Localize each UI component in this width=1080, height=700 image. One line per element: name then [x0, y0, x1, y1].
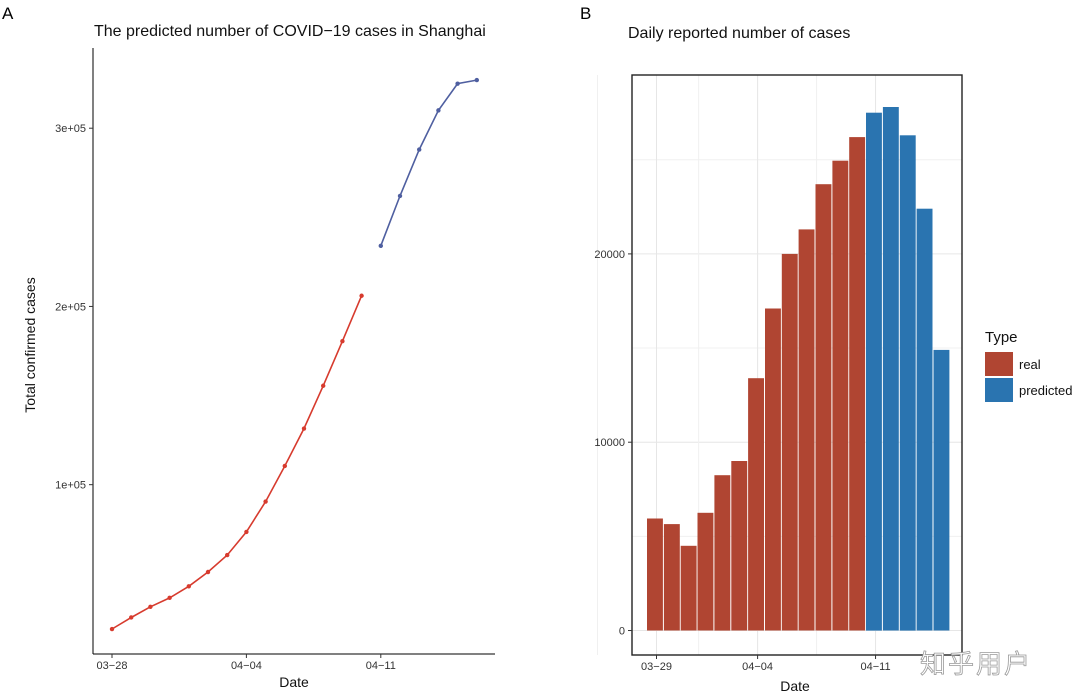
panel-a-point-predicted [474, 77, 479, 83]
panel-a-point-predicted [436, 108, 441, 113]
panel-a-point-predicted [455, 81, 460, 86]
panel-a-series-points [109, 77, 479, 632]
panel-b-y-tick-label: 0 [619, 626, 625, 638]
panel-a-point-real [129, 615, 134, 620]
panel-b-plot-border [631, 74, 963, 656]
panel-a-y-ticks: 1e+05 2e+05 3e+05 [55, 123, 93, 492]
panel-a-line-real [111, 295, 363, 630]
panel-b-bar-real [748, 378, 764, 631]
panel-b-y-tick-label: 10000 [594, 437, 625, 449]
panel-b-bar-real [765, 308, 781, 631]
panel-a-point-real [148, 604, 153, 609]
legend-label-real: real [1019, 357, 1041, 372]
panel-a-y-tick-label: 2e+05 [55, 301, 86, 313]
panel-b-bar-predicted [882, 107, 899, 631]
panel-a-point-predicted [397, 193, 403, 199]
panel-b-x-ticks: 03−29 04−04 04−11 [641, 655, 891, 673]
legend-title: Type [985, 329, 1018, 346]
panel-a-y-tick-label: 3e+05 [55, 123, 86, 135]
panel-b-legend: Type real predicted [985, 329, 1072, 402]
watermark-text: 知乎用户 [920, 649, 1032, 679]
panel-b-bars [647, 107, 950, 631]
panel-a-x-tick-label: 03−28 [97, 660, 128, 672]
panel-a-point-real [340, 338, 345, 344]
panel-a-x-ticks: 03−28 04−04 04−11 [97, 654, 396, 672]
panel-b-bar-real [832, 160, 849, 631]
panel-a-point-real [109, 626, 115, 632]
panel-a-point-real [263, 499, 268, 504]
panel-a-x-tick-label: 04−04 [231, 660, 262, 672]
panel-b-x-tick-label: 04−04 [742, 661, 773, 673]
panel-b-bar-real [680, 545, 697, 631]
panel-b-bar-real [781, 253, 798, 631]
panel-b-bar-chart: B Daily reported number of cases 0 10000 2… [580, 4, 1072, 694]
panel-b-y-tick-label: 20000 [594, 249, 625, 261]
panel-b-bar-real [697, 512, 714, 631]
panel-a-x-tick-label: 04−11 [366, 660, 396, 672]
panel-b-bar-real [663, 524, 680, 631]
panel-b-bar-real [647, 518, 663, 631]
panel-a-point-real [244, 529, 249, 535]
legend-swatch-real [985, 352, 1013, 376]
panel-b-bar-real [849, 137, 866, 631]
panel-b-bar-real [798, 229, 815, 631]
panel-a-point-real [321, 383, 326, 388]
panel-a-point-real [167, 595, 172, 601]
panel-a-point-real [282, 463, 287, 469]
panel-b-bar-real [815, 184, 832, 631]
panel-a-point-real [225, 552, 230, 558]
panel-a-y-tick-label: 1e+05 [55, 480, 86, 492]
panel-b-bar-predicted [866, 112, 882, 631]
panel-b-bar-predicted [916, 208, 933, 631]
legend-label-predicted: predicted [1019, 383, 1072, 398]
panel-a-line-chart: A The predicted number of COVID−19 cases… [2, 4, 495, 690]
panel-a-point-predicted [378, 243, 383, 249]
panel-a-title: The predicted number of COVID−19 cases i… [94, 23, 486, 40]
panel-a-y-axis-title: Total confirmed cases [22, 277, 38, 412]
panel-a-point-real [359, 293, 364, 298]
panel-b-bar-real [714, 475, 731, 631]
panel-a-point-predicted [417, 147, 422, 152]
panel-a-point-real [301, 426, 307, 431]
panel-a-line-predicted [380, 79, 477, 247]
legend-swatch-predicted [985, 378, 1013, 402]
panel-a-point-real [186, 584, 191, 589]
panel-b-bar-predicted [899, 135, 916, 631]
panel-a-x-axis-title: Date [279, 674, 309, 690]
panel-a-point-real [205, 569, 211, 575]
panel-b-title: Daily reported number of cases [628, 25, 850, 42]
panel-b-bar-predicted [933, 349, 950, 631]
panel-b-label: B [580, 4, 591, 23]
panel-a-series-lines [111, 79, 477, 630]
panel-a-label: A [2, 4, 14, 23]
panel-b-x-axis-title: Date [780, 678, 810, 694]
panel-b-y-ticks: 0 10000 20000 [594, 249, 632, 638]
panel-b-x-tick-label: 03−29 [641, 661, 672, 673]
panel-b-x-tick-label: 04−11 [861, 661, 891, 673]
panel-b-bar-real [731, 461, 748, 631]
